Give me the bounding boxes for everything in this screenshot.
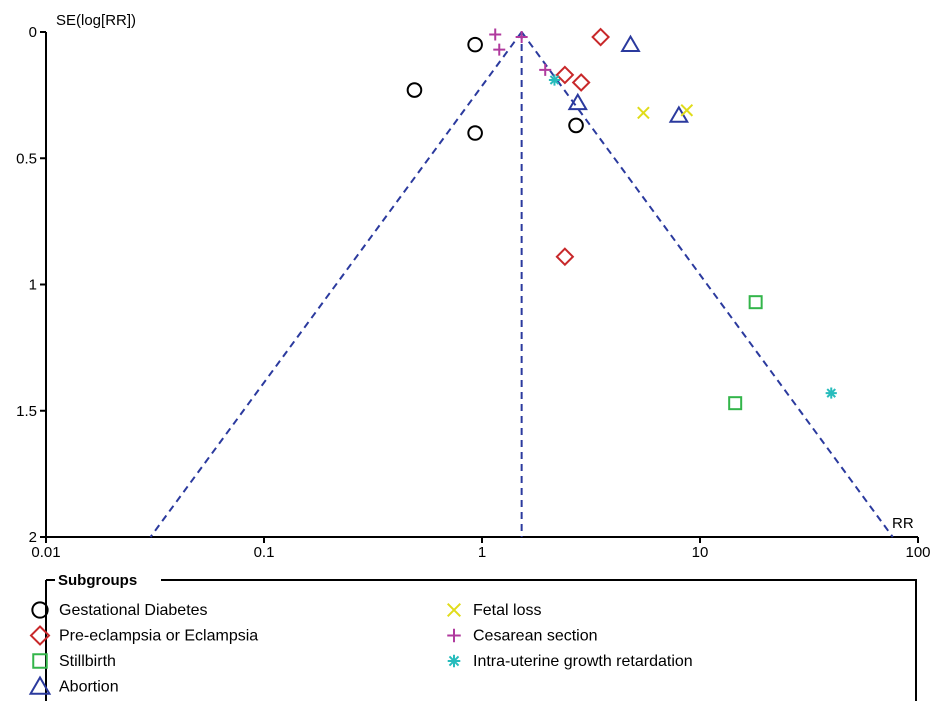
x-tick-label: 1 <box>478 544 486 561</box>
legend-label: Gestational Diabetes <box>59 602 208 619</box>
legend: Subgroups Gestational Diabetes Pre-eclamp… <box>28 572 917 701</box>
data-point-stillbirth <box>748 295 763 310</box>
data-point-pre-eclampsia-or-eclampsia <box>555 65 575 85</box>
data-point-pre-eclampsia-or-eclampsia <box>555 247 575 267</box>
legend-title: Subgroups <box>58 572 137 589</box>
data-point-stillbirth <box>728 396 743 411</box>
legend-marker-pre-eclampsia-or-eclampsia <box>29 625 51 646</box>
legend-marker-fetal-loss <box>446 602 462 618</box>
y-axis-label: SE(log[RR]) <box>56 12 136 29</box>
legend-label: Pre-eclampsia or Eclampsia <box>59 628 258 645</box>
data-point-intra-uterine-growth-retardation <box>548 74 561 86</box>
legend-label: Cesarean section <box>473 628 598 645</box>
data-point-gestational-diabetes <box>406 82 423 98</box>
data-point-gestational-diabetes <box>568 117 584 134</box>
data-point-gestational-diabetes <box>467 36 483 53</box>
legend-marker-cesarean-section <box>447 628 461 643</box>
upper-confidence-limit-line <box>520 31 894 538</box>
x-tick-label: 0.1 <box>254 544 275 561</box>
y-tick-label: 0.5 <box>16 150 37 167</box>
data-point-cesarean-section <box>493 43 506 56</box>
legend-label: Intra-uterine growth retardation <box>473 653 693 670</box>
legend-item-cesarean-section: Cesarean section <box>447 628 598 645</box>
data-point-abortion <box>620 34 641 53</box>
data-point-fetal-loss <box>637 106 650 120</box>
axes: 0.01 0.1 1 10 100 0 0.5 1 1.5 2 <box>16 24 930 561</box>
x-tick-label: 10 <box>692 544 709 561</box>
y-tick-label: 0 <box>29 24 37 41</box>
funnel-lines <box>149 31 894 538</box>
legend-marker-intra-uterine-growth-retardation <box>447 654 461 668</box>
legend-item-gestational-diabetes: Gestational Diabetes <box>31 601 208 619</box>
legend-item-intra-uterine-growth-retardation: Intra-uterine growth retardation <box>447 653 693 670</box>
legend-item-pre-eclampsia-or-eclampsia: Pre-eclampsia or Eclampsia <box>29 625 258 646</box>
legend-item-abortion: Abortion <box>28 675 119 696</box>
legend-label: Fetal loss <box>473 602 541 619</box>
data-point-pre-eclampsia-or-eclampsia <box>571 73 591 92</box>
data-point-cesarean-section <box>539 63 552 76</box>
y-tick-label: 1 <box>29 277 37 294</box>
y-tick-label: 2 <box>29 529 37 546</box>
x-tick-label: 0.01 <box>31 544 60 561</box>
data-point-pre-eclampsia-or-eclampsia <box>591 27 611 47</box>
data-points <box>406 27 837 411</box>
x-axis-label: RR <box>892 515 914 532</box>
legend-marker-abortion <box>28 675 52 695</box>
data-point-cesarean-section <box>489 28 502 41</box>
lower-confidence-limit-line <box>149 31 523 538</box>
legend-frame <box>45 579 917 701</box>
data-point-cesarean-section <box>515 31 528 44</box>
legend-item-fetal-loss: Fetal loss <box>446 602 541 619</box>
legend-items: Gestational Diabetes Pre-eclampsia or Ecl… <box>28 601 693 696</box>
x-tick-label: 100 <box>905 544 930 561</box>
data-point-abortion <box>567 92 588 111</box>
data-point-intra-uterine-growth-retardation <box>825 387 837 399</box>
legend-marker-stillbirth <box>32 653 48 669</box>
data-point-gestational-diabetes <box>467 125 483 141</box>
legend-label: Stillbirth <box>59 653 116 670</box>
legend-label: Abortion <box>59 679 119 696</box>
legend-marker-gestational-diabetes <box>31 601 49 619</box>
legend-item-stillbirth: Stillbirth <box>32 653 116 670</box>
y-tick-label: 1.5 <box>16 403 37 420</box>
data-point-fetal-loss <box>680 103 694 117</box>
